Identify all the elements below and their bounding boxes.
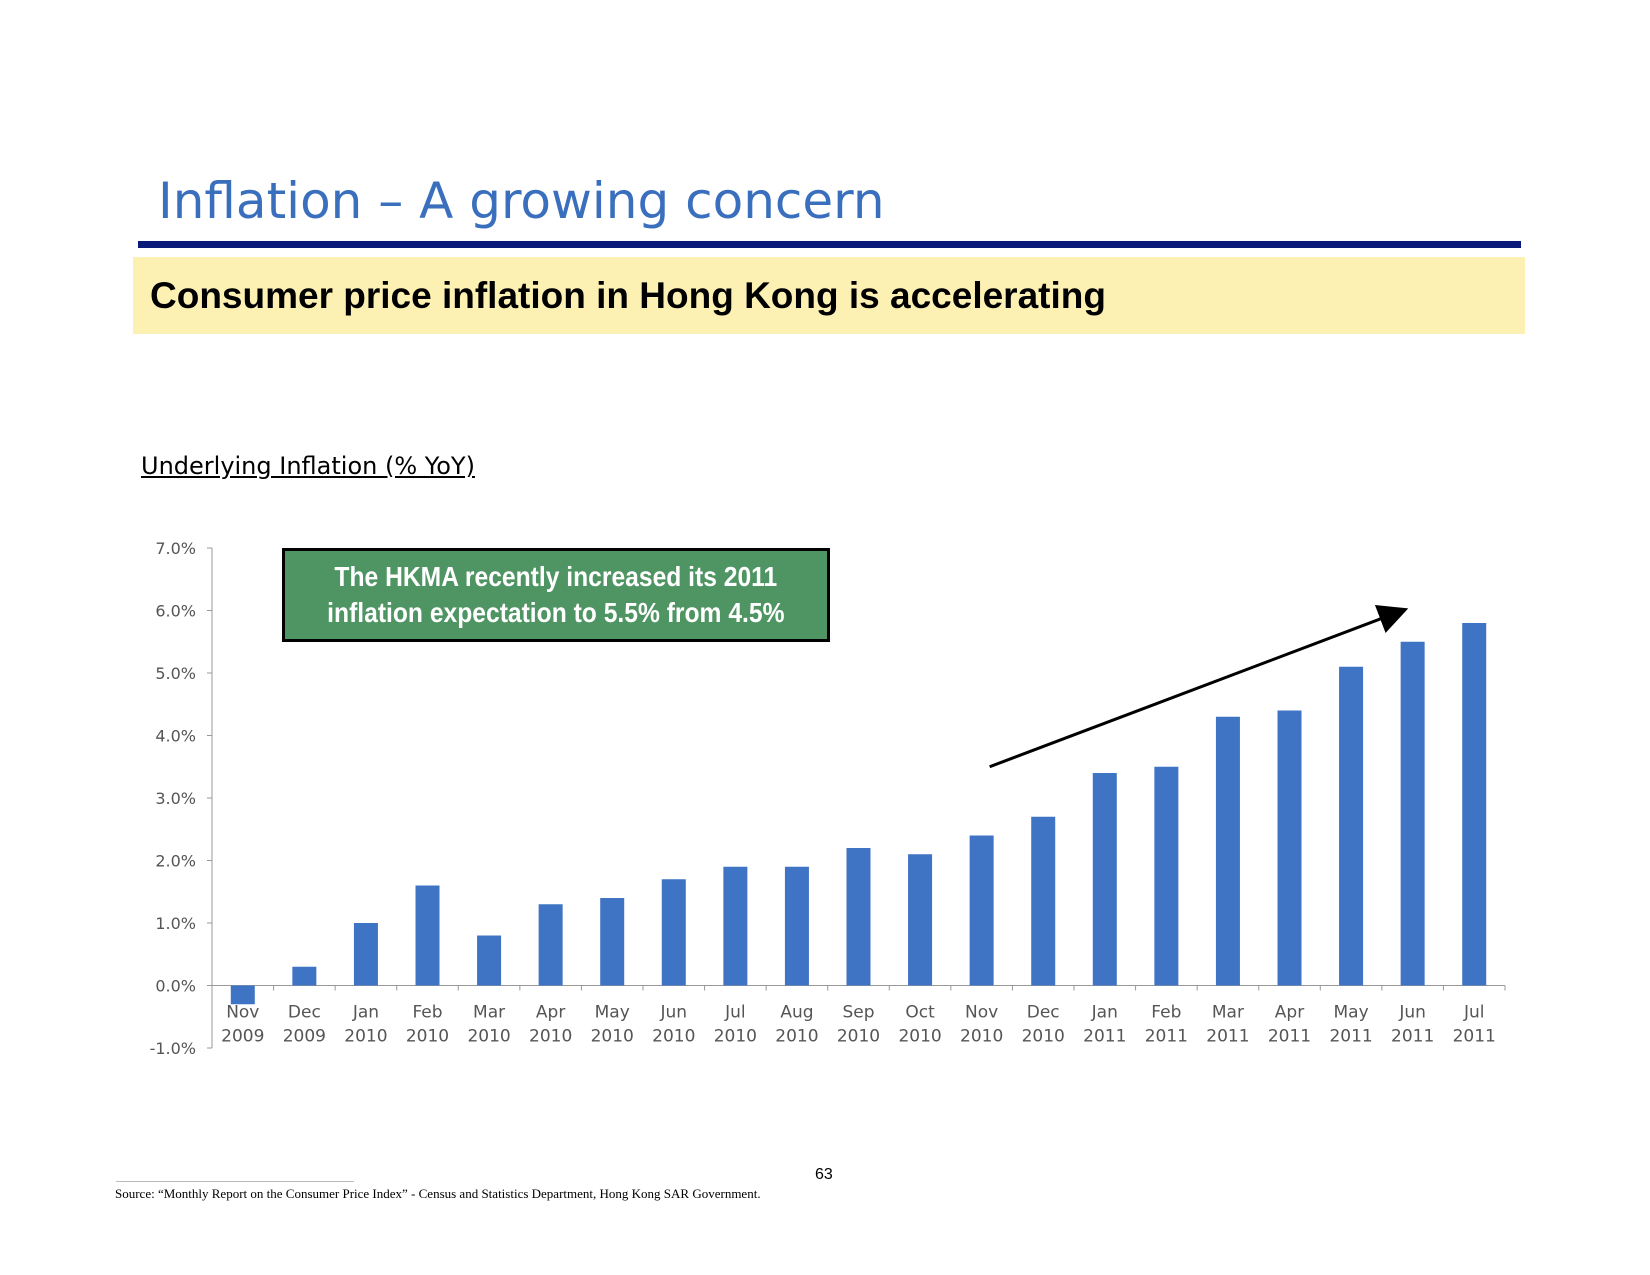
- bar: [353, 923, 378, 986]
- bar: [723, 866, 748, 986]
- bar: [1215, 716, 1240, 986]
- x-tick-label-year: 2011: [1391, 1027, 1434, 1047]
- x-tick-label-year: 2010: [591, 1027, 634, 1047]
- y-tick-label: -1.0%: [150, 1039, 196, 1058]
- y-tick-label: 2.0%: [155, 852, 196, 871]
- hkma-callout-box: The HKMA recently increased its 2011 inf…: [282, 548, 830, 642]
- bar: [600, 898, 625, 986]
- x-tick-label-year: 2011: [1453, 1027, 1496, 1047]
- bar: [538, 904, 563, 986]
- x-tick-label-month: Oct: [905, 1003, 935, 1023]
- bar: [908, 854, 933, 986]
- bar: [661, 879, 686, 986]
- x-tick-label-year: 2010: [960, 1027, 1003, 1047]
- bar: [292, 966, 317, 986]
- x-tick-label-month: Jun: [1398, 1003, 1426, 1023]
- x-tick-label-month: Jul: [1463, 1003, 1485, 1023]
- page-number: 63: [815, 1166, 833, 1183]
- x-tick-label-year: 2011: [1206, 1027, 1249, 1047]
- bar: [415, 885, 440, 986]
- y-tick-label: 7.0%: [155, 539, 196, 558]
- x-tick-label-month: Mar: [473, 1003, 505, 1023]
- x-tick-label-month: Feb: [1151, 1003, 1181, 1023]
- chart-title: Underlying Inflation (% YoY): [141, 452, 475, 480]
- bar: [477, 935, 502, 986]
- x-tick-label-year: 2011: [1268, 1027, 1311, 1047]
- x-tick-label-year: 2010: [714, 1027, 757, 1047]
- x-tick-label-month: Jan: [1091, 1003, 1118, 1023]
- x-tick-label-month: Aug: [780, 1003, 813, 1023]
- x-tick-label-month: Jul: [724, 1003, 746, 1023]
- x-tick-label-year: 2010: [467, 1027, 510, 1047]
- x-tick-label-month: Apr: [536, 1003, 565, 1023]
- x-tick-label-month: Sep: [842, 1003, 874, 1023]
- source-note: Source: “Monthly Report on the Consumer …: [115, 1186, 761, 1201]
- bar: [1092, 773, 1117, 986]
- x-tick-label-month: Feb: [412, 1003, 442, 1023]
- y-tick-label: 3.0%: [155, 789, 196, 808]
- bar: [230, 985, 255, 1005]
- x-tick-label-month: Nov: [226, 1003, 259, 1023]
- bar: [1031, 816, 1056, 986]
- y-tick-label: 1.0%: [155, 914, 196, 933]
- y-tick-label: 6.0%: [155, 602, 196, 621]
- y-tick-label: 5.0%: [155, 664, 196, 683]
- bar: [969, 835, 994, 986]
- bar: [1154, 766, 1179, 986]
- x-tick-label-month: May: [1333, 1003, 1368, 1023]
- x-tick-label-year: 2010: [898, 1027, 941, 1047]
- x-tick-label-year: 2010: [1022, 1027, 1065, 1047]
- bar: [846, 848, 871, 986]
- x-tick-label-month: Jun: [660, 1003, 688, 1023]
- title-rule: [138, 241, 1521, 248]
- x-tick-label-year: 2010: [344, 1027, 387, 1047]
- y-tick-label: 4.0%: [155, 727, 196, 746]
- x-tick-label-year: 2011: [1329, 1027, 1372, 1047]
- x-tick-label-month: May: [595, 1003, 630, 1023]
- x-tick-label-month: Jan: [352, 1003, 379, 1023]
- x-tick-label-year: 2011: [1145, 1027, 1188, 1047]
- bar: [1400, 641, 1425, 986]
- x-tick-label-year: 2010: [529, 1027, 572, 1047]
- x-tick-label-year: 2009: [221, 1027, 264, 1047]
- bar: [784, 866, 809, 986]
- x-tick-label-year: 2010: [837, 1027, 880, 1047]
- x-tick-label-year: 2010: [406, 1027, 449, 1047]
- bar-group: [230, 623, 1506, 1005]
- x-tick-label-month: Apr: [1275, 1003, 1304, 1023]
- bar: [1462, 623, 1487, 986]
- x-tick-label-year: 2010: [775, 1027, 818, 1047]
- x-tick-label-year: 2010: [652, 1027, 695, 1047]
- bar: [1277, 710, 1302, 986]
- y-tick-label: 0.0%: [155, 977, 196, 996]
- trend-arrow: [989, 604, 1409, 769]
- x-tick-label-month: Dec: [288, 1003, 321, 1023]
- bar: [1339, 666, 1364, 986]
- x-tick-label-month: Nov: [965, 1003, 998, 1023]
- x-tick-label-month: Dec: [1027, 1003, 1060, 1023]
- x-tick-label-year: 2011: [1083, 1027, 1126, 1047]
- x-tick-label-year: 2009: [283, 1027, 326, 1047]
- headline-text: Consumer price inflation in Hong Kong is…: [150, 275, 1106, 316]
- y-tick-group: 7.0% 6.0% 5.0% 4.0% 3.0% 2.0% 1.0% 0.0% -1.0%: [150, 539, 212, 1058]
- x-tick-label-month: Mar: [1212, 1003, 1244, 1023]
- footnote-rule: [116, 1181, 354, 1182]
- x-label-group: Nov 2009 Dec 2009 Jan 2010 Feb 2010 Mar 2010 Apr 20…: [221, 1003, 1496, 1047]
- slide-title: Inflation – A growing concern: [158, 172, 885, 230]
- headline-banner: Consumer price inflation in Hong Kong is…: [133, 257, 1525, 334]
- callout-text: The HKMA recently increased its 2011 inf…: [327, 561, 785, 628]
